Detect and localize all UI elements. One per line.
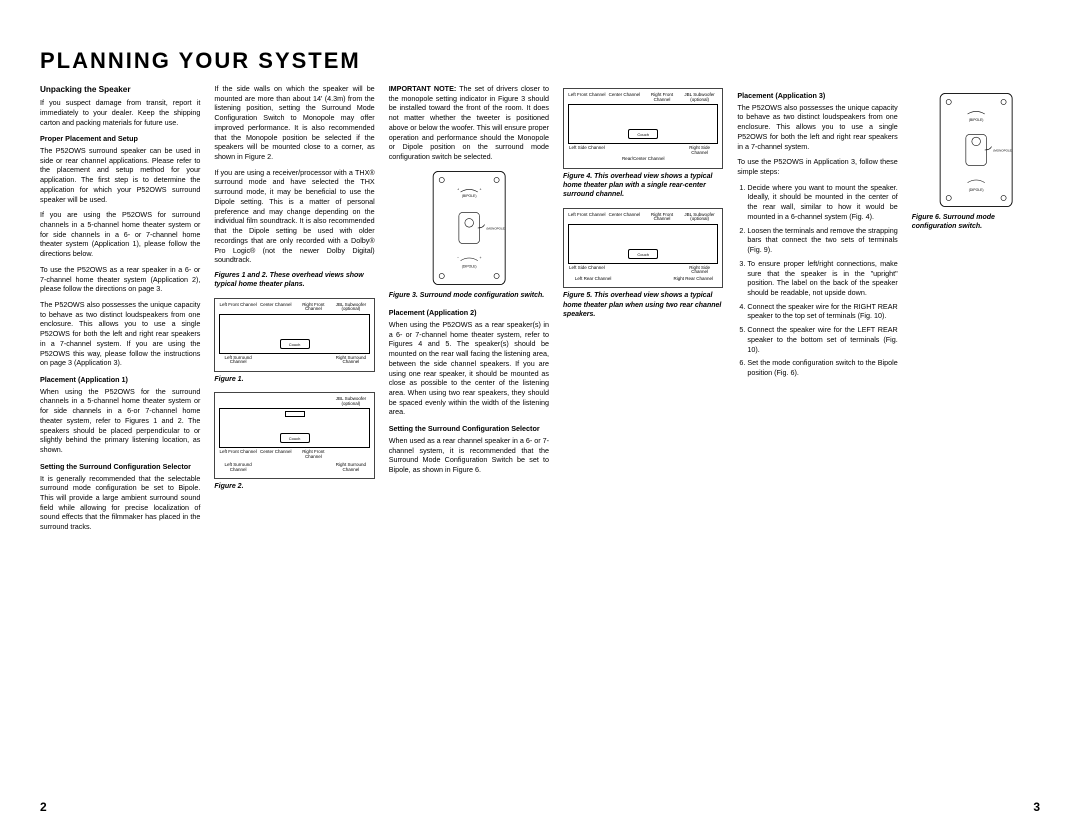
page-number-right: 3	[1033, 800, 1040, 814]
para: The P52OWS also possesses the unique cap…	[40, 300, 200, 368]
svg-text:(BIPOLE): (BIPOLE)	[969, 118, 984, 122]
lbl: Left Surround Channel	[219, 463, 257, 472]
figure-5-diagram: Left Front Channel Center Channel Right …	[563, 208, 723, 289]
para: IMPORTANT NOTE: The set of drivers close…	[389, 84, 549, 162]
list-item: Set the mode configuration switch to the…	[747, 358, 897, 377]
app3-heading: Placement (Application 3)	[737, 91, 897, 101]
lbl: Right Front Channel	[295, 303, 333, 312]
para: The P52OWS surround speaker can be used …	[40, 146, 200, 204]
app1-heading: Placement (Application 1)	[40, 375, 200, 385]
fig6-caption: Figure 6. Surround mode configuration sw…	[912, 213, 1040, 232]
placement-heading: Proper Placement and Setup	[40, 134, 200, 144]
couch-icon: Couch	[628, 129, 658, 139]
lbl: Right Front Channel	[295, 450, 333, 459]
lbl: Right Front Channel	[643, 93, 681, 102]
unpacking-heading: Unpacking the Speaker	[40, 84, 200, 95]
lbl: Right Surround Channel	[332, 356, 370, 365]
page-title: PLANNING YOUR SYSTEM	[40, 48, 1040, 74]
para: When used as a rear channel speaker in a…	[389, 436, 549, 475]
para: If you suspect damage from transit, repo…	[40, 98, 200, 127]
lbl: JBL Subwoofer (optional)	[681, 213, 719, 222]
lbl: Center Channel	[257, 303, 295, 312]
para: The P52OWS also possesses the unique cap…	[737, 103, 897, 152]
svg-text:(MONOPOLE): (MONOPOLE)	[486, 226, 505, 230]
para: To use the P52OWS in Application 3, foll…	[737, 157, 897, 176]
list-item: Connect the speaker wire for the RIGHT R…	[747, 302, 897, 321]
column-3: IMPORTANT NOTE: The set of drivers close…	[389, 84, 549, 538]
lbl: Rear/Center Channel	[568, 157, 718, 162]
para: When using the P52OWS for the surround c…	[40, 387, 200, 455]
figure-6-diagram: (BIPOLE) (MONOPOLE) (DIPOLE)	[912, 90, 1040, 210]
svg-text:+: +	[457, 187, 459, 191]
lbl: Left Side Channel	[568, 266, 606, 275]
lbl: Right Side Channel	[681, 146, 719, 155]
fig5-caption: Figure 5. This overhead view shows a typ…	[563, 291, 723, 319]
app2-heading: Placement (Application 2)	[389, 308, 549, 318]
steps-list: Decide where you want to mount the speak…	[737, 183, 897, 378]
svg-text:−: −	[457, 256, 459, 260]
lbl: Right Surround Channel	[332, 463, 370, 472]
fig4-caption: Figure 4. This overhead view shows a typ…	[563, 172, 723, 200]
column-6: (BIPOLE) (MONOPOLE) (DIPOLE) Figure 6. S…	[912, 84, 1040, 538]
selector-heading: Setting the Surround Configuration Selec…	[40, 462, 200, 472]
page-number-left: 2	[40, 800, 47, 814]
para: If you are using the P52OWS for surround…	[40, 210, 200, 259]
list-item: Decide where you want to mount the speak…	[747, 183, 897, 222]
lbl: Left Front Channel	[219, 303, 257, 312]
fig1-label: Figure 1.	[214, 375, 374, 384]
para: When using the P52OWS as a rear speaker(…	[389, 320, 549, 417]
column-4: Left Front Channel Center Channel Right …	[563, 84, 723, 538]
svg-text:(DIPOLE): (DIPOLE)	[968, 188, 983, 192]
para-text: The set of drivers closer to the monopol…	[389, 84, 549, 161]
column-2: If the side walls on which the speaker w…	[214, 84, 374, 538]
lbl: Left Side Channel	[568, 146, 606, 155]
svg-text:(DIPOLE): (DIPOLE)	[461, 264, 476, 268]
lbl: JBL Subwoofer (optional)	[332, 303, 370, 312]
para: If the side walls on which the speaker w…	[214, 84, 374, 162]
list-item: Connect the speaker wire for the LEFT RE…	[747, 325, 897, 354]
lbl: Center Channel	[257, 450, 295, 459]
figure-3-diagram: + + (BIPOLE) (MONOPOLE) − + (DIPOLE)	[389, 168, 549, 288]
svg-text:+: +	[479, 256, 481, 260]
lbl: Right Side Channel	[681, 266, 719, 275]
svg-text:(BIPOLE): (BIPOLE)	[462, 194, 477, 198]
column-1: Unpacking the Speaker If you suspect dam…	[40, 84, 200, 538]
couch-icon: Couch	[628, 249, 658, 259]
lbl: JBL Subwoofer (optional)	[332, 397, 370, 406]
svg-text:+: +	[479, 187, 481, 191]
para: If you are using a receiver/processor wi…	[214, 168, 374, 265]
lbl: Left Front Channel	[568, 93, 606, 102]
lbl: Left Rear Channel	[568, 277, 618, 282]
couch-icon: Couch	[280, 339, 310, 349]
selector2-heading: Setting the Surround Configuration Selec…	[389, 424, 549, 434]
fig2-label: Figure 2.	[214, 482, 374, 491]
lbl: Center Channel	[606, 213, 644, 222]
lbl: Left Front Channel	[568, 213, 606, 222]
important-note: IMPORTANT NOTE:	[389, 84, 457, 93]
figure-1-diagram: Left Front Channel Center Channel Right …	[214, 298, 374, 372]
couch-icon: Couch	[280, 433, 310, 443]
para: To use the P52OWS as a rear speaker in a…	[40, 265, 200, 294]
lbl: Left Front Channel	[219, 450, 257, 459]
list-item: To ensure proper left/right connections,…	[747, 259, 897, 298]
figure-4-diagram: Left Front Channel Center Channel Right …	[563, 88, 723, 169]
svg-text:(MONOPOLE): (MONOPOLE)	[993, 149, 1012, 153]
list-item: Loosen the terminals and remove the stra…	[747, 226, 897, 255]
fig12-caption: Figures 1 and 2. These overhead views sh…	[214, 271, 374, 290]
lbl: Right Front Channel	[643, 213, 681, 222]
fig3-caption: Figure 3. Surround mode configuration sw…	[389, 291, 549, 300]
content-columns: Unpacking the Speaker If you suspect dam…	[40, 84, 1040, 538]
lbl: Left Surround Channel	[219, 356, 257, 365]
column-5: Placement (Application 3) The P52OWS als…	[737, 84, 897, 538]
para: It is generally recommended that the sel…	[40, 474, 200, 532]
lbl: Center Channel	[606, 93, 644, 102]
lbl: JBL Subwoofer (optional)	[681, 93, 719, 102]
figure-2-diagram: JBL Subwoofer (optional) Couch Left Fron…	[214, 392, 374, 479]
lbl: Right Rear Channel	[668, 277, 718, 282]
